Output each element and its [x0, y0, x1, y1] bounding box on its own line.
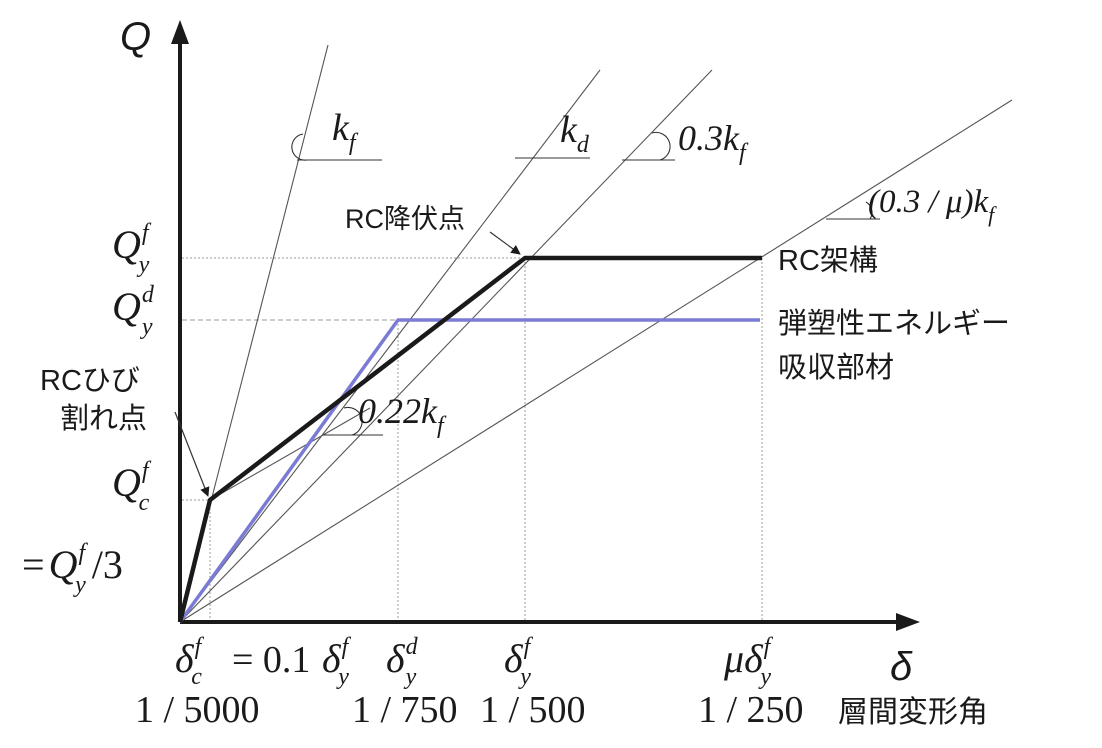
- slope-label-kd: kd: [560, 109, 590, 158]
- x-axis-label: δ: [890, 645, 913, 689]
- x-tick-dyd: δd y: [386, 634, 419, 690]
- y-tick-qcf: Qf c: [112, 458, 152, 516]
- x-tick-mu-dyf: μδf y: [723, 634, 774, 690]
- rc-crack-label-line1: RCひび: [40, 365, 140, 397]
- x-value-1-250: 1 / 250: [698, 689, 804, 731]
- legend-energy-member-line2: 吸収部材: [778, 351, 894, 384]
- rc-yield-leader: [489, 231, 521, 255]
- rc-frame-curve: [177, 255, 762, 623]
- x-axis-caption: 層間変形角: [838, 696, 988, 729]
- rc-yield-point-label: RC降伏点: [345, 204, 465, 234]
- line-022kf-extension: [209, 407, 371, 501]
- line-kd: [179, 69, 601, 623]
- rc-crack-label-line2: 割れ点: [60, 402, 147, 435]
- slope-label-022kf: 0.22kf: [358, 391, 447, 439]
- slope-label-kf: kf: [332, 107, 359, 156]
- x-axis-arrow: [896, 613, 920, 631]
- rc-crack-leader: [174, 411, 210, 497]
- guide-lines: [182, 257, 763, 622]
- slope-label-03mukf: (0.3 / μ)kf: [868, 184, 997, 227]
- x-tick-dcf: δf c: [175, 634, 205, 690]
- x-value-1-500: 1 / 500: [480, 689, 586, 731]
- 03kf-marker-arc: [651, 131, 671, 161]
- reference-lines: [179, 44, 1013, 623]
- y-tick-qcf-equation: = Qf y/3: [22, 540, 123, 598]
- x-tick-eq-text: = 0.1: [232, 639, 310, 681]
- axes: [178, 40, 908, 624]
- slope-label-03kf: 0.3kf: [678, 118, 749, 166]
- line-03kf: [179, 69, 713, 623]
- x-value-1-5000: 1 / 5000: [135, 689, 260, 731]
- y-tick-qyf: Qf y: [112, 220, 152, 278]
- 03mukf-marker-arc: [865, 201, 873, 220]
- legend-rc-frame: RC架構: [778, 244, 878, 277]
- x-tick-dyf: δf y: [504, 634, 534, 690]
- line-03mukf: [179, 99, 1013, 623]
- kf-marker-arc: [291, 133, 308, 161]
- y-tick-qyd: Qd y: [112, 282, 155, 340]
- legend-energy-member-line1: 弾塑性エネルギー: [778, 307, 1010, 340]
- y-axis-arrow: [171, 20, 189, 44]
- x-tick-eq-dyf: δf y: [322, 634, 352, 690]
- 022kf-marker-arc: [343, 406, 363, 436]
- y-axis-label: Q: [120, 15, 151, 59]
- slope-markers: [291, 131, 880, 436]
- energy-member-curve: [178, 318, 760, 624]
- x-value-1-750: 1 / 750: [352, 689, 458, 731]
